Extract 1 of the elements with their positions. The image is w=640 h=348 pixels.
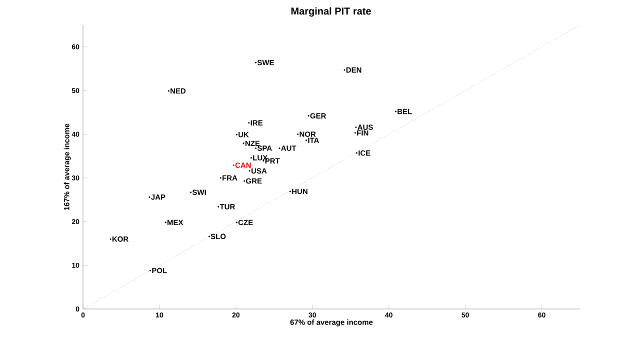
chart-title: Marginal PIT rate xyxy=(291,7,371,17)
